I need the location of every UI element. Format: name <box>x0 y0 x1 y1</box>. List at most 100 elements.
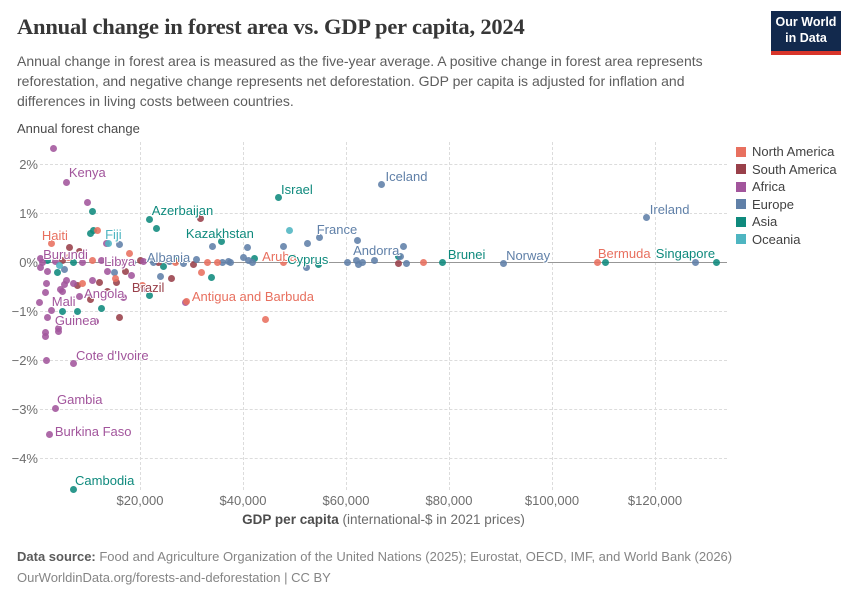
data-point[interactable] <box>41 289 49 297</box>
data-point-albania[interactable] <box>150 258 158 266</box>
data-point[interactable] <box>50 145 58 153</box>
data-point-gambia[interactable] <box>51 404 59 412</box>
data-point-burundi[interactable] <box>38 258 46 266</box>
country-label-azerbaijan[interactable]: Azerbaijan <box>151 202 214 218</box>
data-point[interactable] <box>249 258 257 266</box>
data-point[interactable] <box>243 244 251 252</box>
data-point[interactable] <box>76 247 84 255</box>
data-point[interactable] <box>691 258 699 266</box>
data-point[interactable] <box>359 259 367 267</box>
country-label-aruba[interactable]: Aruba <box>262 249 297 264</box>
data-point-bermuda[interactable] <box>594 259 602 267</box>
legend-item-north-america[interactable]: North America <box>736 143 837 161</box>
country-label-gambia[interactable]: Gambia <box>57 392 103 408</box>
data-point-guinea[interactable] <box>44 314 52 322</box>
data-point-singapore[interactable] <box>713 258 721 266</box>
data-point[interactable] <box>601 259 609 267</box>
country-label-israel[interactable]: Israel <box>281 181 313 197</box>
data-point-fiji[interactable] <box>104 240 112 248</box>
data-point[interactable] <box>403 260 411 268</box>
data-point[interactable] <box>303 264 311 272</box>
data-point[interactable] <box>113 278 121 286</box>
data-point[interactable] <box>286 226 294 234</box>
legend-item-europe[interactable]: Europe <box>736 196 837 214</box>
data-point[interactable] <box>261 316 269 324</box>
country-label-fiji[interactable]: Fiji <box>105 226 122 242</box>
country-label-brunei[interactable]: Brunei <box>447 246 486 262</box>
country-label-cambodia[interactable]: Cambodia <box>75 472 135 488</box>
country-label-libya[interactable]: Libya <box>104 254 136 270</box>
data-point[interactable] <box>219 259 227 267</box>
data-point[interactable] <box>204 259 212 267</box>
data-point[interactable] <box>86 229 94 237</box>
data-point-aruba[interactable] <box>279 258 287 266</box>
data-point-libya[interactable] <box>139 257 147 265</box>
country-label-singapore[interactable]: Singapore <box>655 246 716 261</box>
legend-item-asia[interactable]: Asia <box>736 213 837 231</box>
country-label-bermuda[interactable]: Bermuda <box>597 245 651 261</box>
data-point[interactable] <box>198 269 206 277</box>
data-point[interactable] <box>116 314 124 322</box>
data-point[interactable] <box>73 281 81 289</box>
data-point[interactable] <box>244 256 252 264</box>
country-label-norway[interactable]: Norway <box>506 247 551 263</box>
data-point[interactable] <box>65 253 73 261</box>
country-label-mali[interactable]: Mali <box>51 293 76 309</box>
data-point[interactable] <box>354 237 362 245</box>
data-point-cyprus[interactable] <box>314 261 322 269</box>
data-point[interactable] <box>96 278 104 286</box>
data-point-ireland[interactable] <box>643 214 651 222</box>
data-point[interactable] <box>41 328 49 336</box>
data-point[interactable] <box>88 256 96 264</box>
owid-logo[interactable]: Our World in Data <box>771 11 841 55</box>
data-point[interactable] <box>98 256 106 264</box>
country-label-andorra[interactable]: Andorra <box>353 243 400 259</box>
country-label-brazil[interactable]: Brazil <box>131 280 165 296</box>
data-point[interactable] <box>79 279 87 287</box>
data-point-cote-d-ivoire[interactable] <box>69 360 77 368</box>
data-point[interactable] <box>48 306 56 314</box>
data-point[interactable] <box>61 280 69 288</box>
data-point[interactable] <box>121 268 129 276</box>
data-point[interactable] <box>189 261 197 269</box>
data-point[interactable] <box>51 257 59 265</box>
data-point-cambodia[interactable] <box>69 486 77 494</box>
data-point[interactable] <box>251 254 259 262</box>
data-point[interactable] <box>156 272 164 280</box>
legend-item-south-america[interactable]: South America <box>736 161 837 179</box>
data-point[interactable] <box>59 308 67 316</box>
data-point[interactable] <box>166 257 174 265</box>
data-point[interactable] <box>208 243 216 251</box>
data-point-burkina-faso[interactable] <box>46 431 54 439</box>
data-point[interactable] <box>44 268 52 276</box>
data-point[interactable] <box>55 262 63 270</box>
data-point-mali[interactable] <box>76 293 84 301</box>
legend-item-africa[interactable]: Africa <box>736 178 837 196</box>
data-point-haiti[interactable] <box>48 240 56 248</box>
data-point[interactable] <box>98 304 106 312</box>
country-label-kazakhstan[interactable]: Kazakhstan <box>185 225 254 241</box>
data-point[interactable] <box>343 258 351 266</box>
data-point[interactable] <box>43 279 51 287</box>
data-point-azerbaijan[interactable] <box>146 216 154 224</box>
legend-item-oceania[interactable]: Oceania <box>736 231 837 249</box>
data-point[interactable] <box>88 276 96 284</box>
data-point[interactable] <box>371 256 379 264</box>
country-label-burkina-faso[interactable]: Burkina Faso <box>54 423 132 439</box>
country-label-cyprus[interactable]: Cyprus <box>287 251 329 267</box>
data-point[interactable] <box>126 249 134 257</box>
data-point-israel[interactable] <box>274 194 282 202</box>
data-point-brunei[interactable] <box>439 259 447 267</box>
data-point[interactable] <box>119 294 127 302</box>
data-point[interactable] <box>180 260 188 268</box>
data-point[interactable] <box>154 258 162 266</box>
data-point[interactable] <box>103 268 111 276</box>
data-point-kazakhstan[interactable] <box>218 238 226 246</box>
data-point[interactable] <box>79 258 87 266</box>
data-point[interactable] <box>54 327 62 335</box>
data-point[interactable] <box>43 356 51 364</box>
data-point[interactable] <box>89 226 97 234</box>
data-point[interactable] <box>36 264 44 272</box>
data-point[interactable] <box>56 286 64 294</box>
data-point[interactable] <box>146 292 154 300</box>
